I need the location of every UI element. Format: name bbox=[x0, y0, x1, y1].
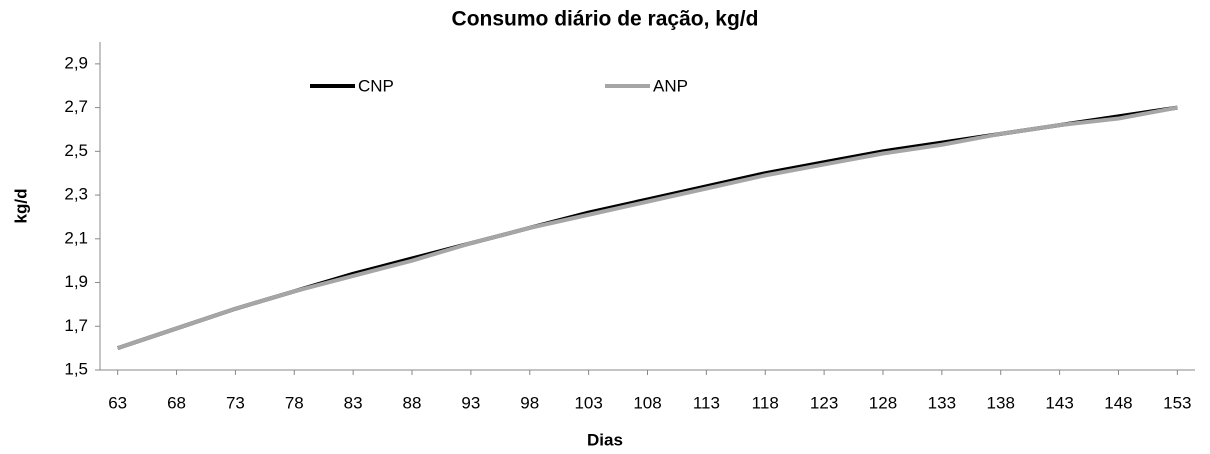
y-tick-label: 1,5 bbox=[64, 359, 88, 378]
y-tick-label: 2,9 bbox=[64, 53, 88, 72]
y-axis-label: kg/d bbox=[11, 189, 30, 224]
x-tick-label: 143 bbox=[1045, 393, 1073, 412]
x-tick-label: 93 bbox=[461, 393, 480, 412]
y-tick-label: 1,7 bbox=[64, 316, 88, 335]
x-tick-label: 108 bbox=[633, 393, 661, 412]
x-tick-label: 118 bbox=[752, 393, 779, 412]
x-tick-label: 128 bbox=[869, 393, 897, 412]
x-axis-label: Dias bbox=[587, 430, 623, 449]
x-tick-label: 123 bbox=[810, 393, 838, 412]
y-tick-label: 2,3 bbox=[64, 185, 88, 204]
x-tick-label: 88 bbox=[403, 393, 422, 412]
x-tick-label: 68 bbox=[167, 393, 186, 412]
y-tick-label: 2,5 bbox=[64, 141, 88, 160]
series-line bbox=[117, 105, 1178, 351]
x-tick-label: 78 bbox=[285, 393, 304, 412]
x-tick-label: 73 bbox=[226, 393, 245, 412]
x-tick-label: 63 bbox=[108, 393, 127, 412]
x-tick-label: 133 bbox=[928, 393, 956, 412]
x-tick-label: 148 bbox=[1104, 393, 1132, 412]
y-tick-label: 1,9 bbox=[64, 272, 88, 291]
legend-label: CNP bbox=[358, 76, 394, 95]
x-tick-label: 153 bbox=[1163, 393, 1191, 412]
x-tick-label: 138 bbox=[987, 393, 1015, 412]
y-tick-label: 2,7 bbox=[64, 97, 88, 116]
legend-label: ANP bbox=[653, 76, 688, 95]
chart-title: Consumo diário de ração, kg/d bbox=[452, 8, 759, 31]
series-line bbox=[117, 105, 1178, 351]
x-tick-label: 83 bbox=[344, 393, 363, 412]
x-tick-label: 98 bbox=[520, 393, 539, 412]
x-tick-label: 103 bbox=[574, 393, 602, 412]
x-tick-label: 113 bbox=[693, 393, 720, 412]
y-tick-label: 2,1 bbox=[64, 228, 88, 247]
